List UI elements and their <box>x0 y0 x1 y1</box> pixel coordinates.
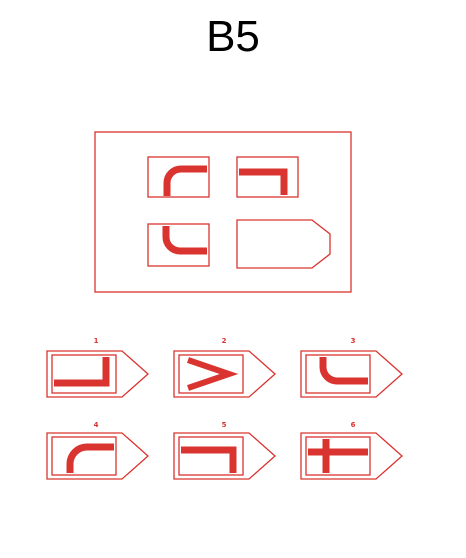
option-3[interactable] <box>300 350 403 398</box>
matrix-cell-missing <box>236 219 331 269</box>
matrix-frame <box>94 131 352 293</box>
matrix-cell-1 <box>147 156 210 198</box>
option-1-number: 1 <box>94 337 99 345</box>
option-5[interactable] <box>173 432 276 480</box>
option-5-number: 5 <box>222 421 227 429</box>
option-4-number: 4 <box>94 421 99 429</box>
matrix-cell-3 <box>147 223 210 267</box>
option-2[interactable] <box>173 350 276 398</box>
option-4[interactable] <box>46 432 149 480</box>
option-1[interactable] <box>46 350 149 398</box>
puzzle-title: B5 <box>206 12 260 61</box>
matrix-cell-2 <box>236 156 299 198</box>
option-6-number: 6 <box>351 421 356 429</box>
option-6[interactable] <box>300 432 403 480</box>
option-2-number: 2 <box>222 337 227 345</box>
option-3-number: 3 <box>351 337 356 345</box>
